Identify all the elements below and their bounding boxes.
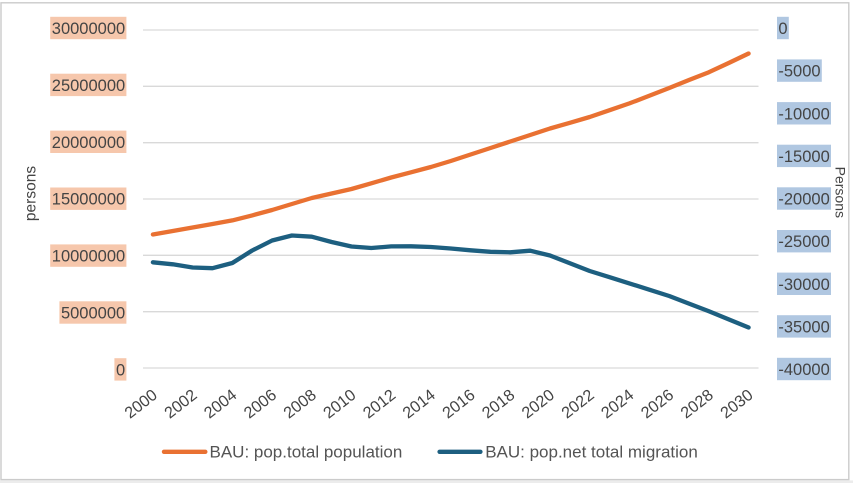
svg-text:-30000: -30000 <box>778 276 829 294</box>
svg-text:10000000: 10000000 <box>52 248 125 266</box>
svg-text:-25000: -25000 <box>778 233 829 251</box>
svg-text:20000000: 20000000 <box>52 134 125 152</box>
svg-text:30000000: 30000000 <box>52 20 125 38</box>
svg-text:-40000: -40000 <box>778 361 829 379</box>
svg-text:persons: persons <box>22 166 39 221</box>
svg-text:Persons: Persons <box>833 167 849 218</box>
svg-text:0: 0 <box>116 361 125 379</box>
svg-text:-15000: -15000 <box>778 148 829 166</box>
svg-text:-5000: -5000 <box>778 63 820 81</box>
svg-text:15000000: 15000000 <box>52 191 125 209</box>
svg-text:0: 0 <box>778 20 787 38</box>
svg-text:BAU: pop.total population: BAU: pop.total population <box>210 443 403 462</box>
svg-text:-35000: -35000 <box>778 318 829 336</box>
svg-text:-10000: -10000 <box>778 105 829 123</box>
svg-text:5000000: 5000000 <box>61 305 125 323</box>
svg-text:BAU: pop.net total migration: BAU: pop.net total migration <box>485 443 698 462</box>
svg-text:-20000: -20000 <box>778 191 829 209</box>
svg-text:25000000: 25000000 <box>52 77 125 95</box>
